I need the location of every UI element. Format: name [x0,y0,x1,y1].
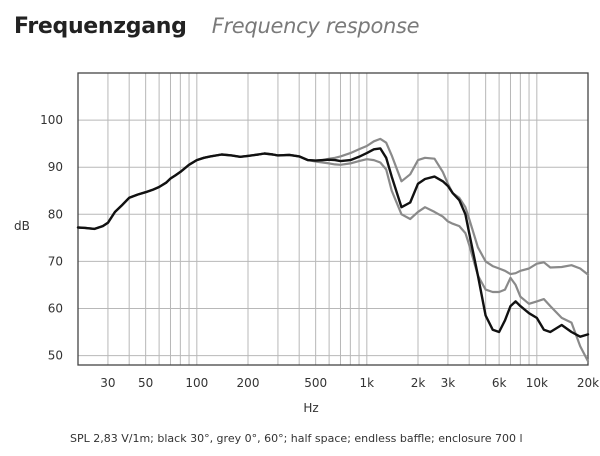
y-tick-label: 60 [48,301,63,315]
x-axis-label: Hz [303,401,318,415]
x-tick-label: 200 [237,376,260,390]
x-tick-label: 3k [441,376,456,390]
chart-caption: SPL 2,83 V/1m; black 30°, grey 0°, 60°; … [70,432,523,445]
x-tick-label: 500 [304,376,327,390]
series-line-2 [76,152,590,363]
y-tick-label: 80 [48,207,63,221]
chart-title: Frequenzgang [14,14,187,39]
y-tick-label: 70 [48,254,63,268]
frequency-response-chart: 50 60 70 80 90 100 30 50 100 200 500 1k 2k 3k 6k 10k 20k… [14,72,599,415]
y-tick-label: 50 [48,349,63,363]
x-tick-label: 100 [185,376,208,390]
chart-subtitle: Frequency response [211,14,420,38]
series-line-3 [76,147,590,338]
x-tick-label: 50 [138,376,153,390]
x-tick-label: 10k [526,376,548,390]
x-tick-label: 2k [411,376,426,390]
y-tick-label: 90 [48,160,63,174]
x-tick-label: 1k [360,376,375,390]
x-tick-label: 6k [492,376,507,390]
x-tick-label: 20k [577,376,599,390]
plot-frame [77,72,589,366]
chart-header: Frequenzgang Frequency response [14,14,420,39]
x-tick-label: 30 [100,376,115,390]
y-tick-label: 100 [40,113,63,127]
y-axis-label: dB [14,219,30,233]
